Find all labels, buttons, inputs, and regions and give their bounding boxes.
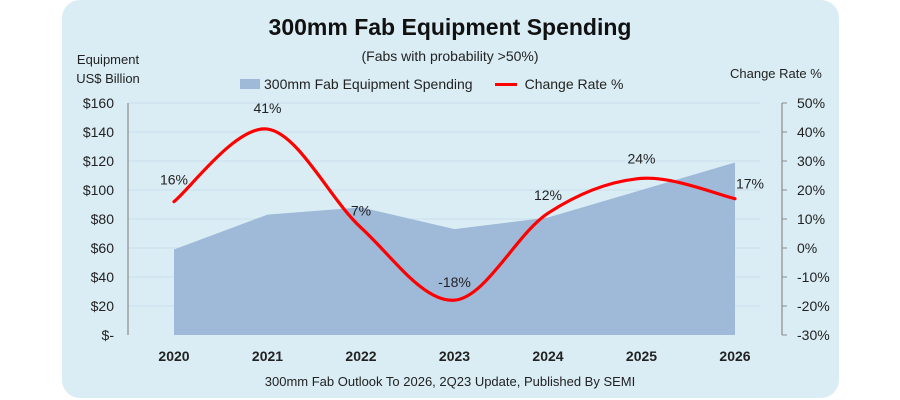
right-tick-label: 10%: [797, 211, 825, 227]
data-label: -18%: [438, 274, 471, 290]
right-axis-title: Change Rate %: [730, 66, 822, 81]
x-tick-label: 2022: [345, 348, 376, 364]
left-tick-label: $-: [102, 327, 115, 343]
data-label: 16%: [160, 172, 188, 188]
left-axis-title-line1: Equipment: [76, 52, 140, 67]
left-tick-label: $120: [83, 153, 114, 169]
chart-title: 300mm Fab Equipment Spending: [268, 14, 632, 40]
left-axis-title: Equipment US$ Billion: [68, 50, 148, 88]
legend-label-line: Change Rate %: [524, 76, 624, 92]
chart-subtitle: (Fabs with probability >50%): [361, 48, 539, 64]
x-tick-label: 2021: [252, 348, 283, 364]
area-series-spending: [174, 162, 735, 335]
right-tick-label: 50%: [797, 95, 825, 111]
legend-swatch-line: [494, 82, 517, 86]
data-label: 7%: [351, 203, 371, 219]
x-tick-label: 2026: [719, 348, 750, 364]
right-tick-label: -30%: [797, 327, 830, 343]
left-axis-title-line2: US$ Billion: [76, 71, 140, 86]
left-tick-label: $60: [91, 240, 115, 256]
right-tick-label: -20%: [797, 298, 830, 314]
left-tick-label: $80: [91, 211, 115, 227]
x-tick-label: 2024: [532, 348, 563, 364]
right-tick-label: -10%: [797, 269, 830, 285]
right-tick-label: 30%: [797, 153, 825, 169]
data-label: 41%: [253, 100, 281, 116]
x-tick-label: 2023: [439, 348, 470, 364]
data-label: 24%: [627, 150, 655, 166]
right-tick-label: 20%: [797, 182, 825, 198]
left-tick-label: $140: [83, 124, 114, 140]
data-label: 17%: [736, 176, 764, 192]
x-tick-label: 2025: [626, 348, 657, 364]
left-tick-label: $20: [91, 298, 115, 314]
right-tick-label: 40%: [797, 124, 825, 140]
legend-swatch-area: [240, 79, 260, 89]
left-tick-label: $40: [91, 269, 115, 285]
chart-footer: 300mm Fab Outlook To 2026, 2Q23 Update, …: [264, 374, 636, 389]
line-series-change-rate: [172, 127, 737, 302]
legend-label-area: 300mm Fab Equipment Spending: [264, 76, 473, 92]
legend: 300mm Fab Equipment Spending Change Rate…: [240, 76, 623, 92]
left-tick-label: $100: [83, 182, 114, 198]
left-tick-label: $160: [83, 95, 114, 111]
right-tick-label: 0%: [797, 240, 817, 256]
data-label: 12%: [534, 187, 562, 203]
x-tick-label: 2020: [158, 348, 189, 364]
